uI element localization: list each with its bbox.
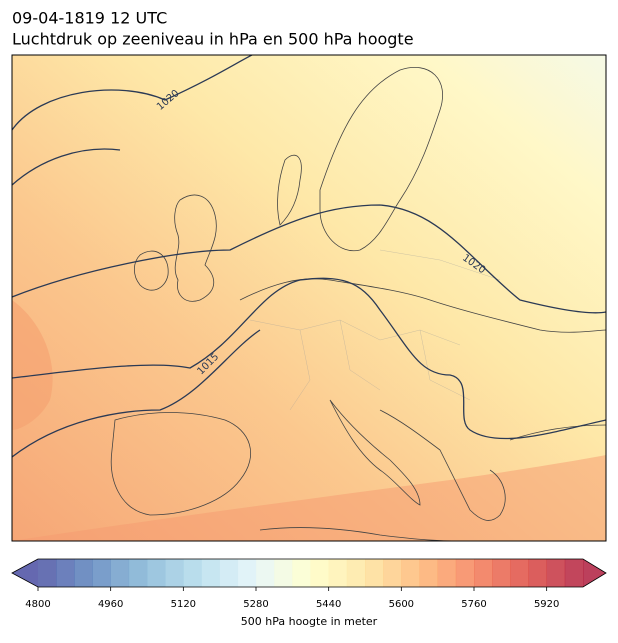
colorbar-band (38, 559, 57, 587)
colorbar-tick-label: 5760 (461, 599, 486, 610)
colorbar-tick-label: 5600 (389, 599, 414, 610)
colorbar-label: 500 hPa hoogte in meter (241, 615, 378, 628)
coastline (379, 409, 506, 521)
colorbar-band (74, 559, 93, 587)
colorbar-band (256, 559, 275, 587)
colorbar-band (92, 559, 111, 587)
colorbar-band (455, 559, 475, 587)
colorbar-band (201, 559, 220, 587)
colorbar-band (528, 559, 547, 587)
colorbar-band (346, 559, 366, 587)
colorbar-band (165, 559, 184, 587)
colorbar-band (328, 559, 348, 587)
coastline (319, 67, 443, 252)
colorbar-band (401, 559, 420, 587)
colorbar-band (147, 559, 166, 587)
colorbar-tick-label: 5280 (243, 599, 268, 610)
isobar (12, 148, 121, 186)
colorbar-tick-label: 5440 (316, 599, 341, 610)
colorbar-band (292, 559, 311, 587)
coastline (329, 399, 421, 506)
subtitle: Luchtdruk op zeeniveau in hPa en 500 hPa… (12, 30, 414, 49)
colorbar-band (310, 559, 329, 587)
colorbar-band (128, 559, 148, 587)
colorbar-outline (11, 558, 607, 588)
coastline (133, 250, 169, 291)
height-band (12, 455, 606, 541)
height-band (12, 300, 53, 430)
colorbar-band (419, 559, 438, 587)
colorbar-band (183, 559, 202, 587)
colorbar-tick-label: 5120 (171, 599, 196, 610)
colorbar-band (237, 559, 257, 587)
colorbar-band (437, 559, 457, 587)
colorbar-band (274, 559, 293, 587)
colorbar-band (110, 559, 130, 587)
coastline (277, 154, 302, 226)
coastline (174, 194, 217, 302)
title: 09-04-1819 12 UTC (12, 9, 167, 28)
coastline (509, 424, 606, 441)
colorbar-band (383, 559, 402, 587)
map: 1020 1020 1015 (12, 55, 606, 541)
colorbar-band (56, 559, 75, 587)
coastline (259, 527, 461, 541)
colorbar-tick-label: 4960 (98, 599, 123, 610)
colorbar-band (365, 559, 384, 587)
isobar (12, 329, 261, 458)
colorbar: 4800 4960 5120 5280 5440 5600 5760 5920 (11, 558, 607, 610)
border (249, 249, 501, 411)
map-frame (11, 54, 607, 542)
colorbar-band (564, 559, 584, 587)
isobar (12, 277, 606, 440)
colorbar-band (474, 559, 493, 587)
colorbar-extend (583, 559, 606, 587)
colorbar-band (492, 559, 511, 587)
colorbar-band (510, 559, 529, 587)
colorbar-tick-label: 5920 (534, 599, 559, 610)
colorbar-band (219, 559, 239, 587)
colorbar-band (546, 559, 566, 587)
colorbar-extend (12, 559, 38, 587)
isobar (12, 204, 606, 314)
coastline (110, 412, 251, 516)
colorbar-tick-label: 4800 (25, 599, 50, 610)
isobar (12, 55, 254, 131)
